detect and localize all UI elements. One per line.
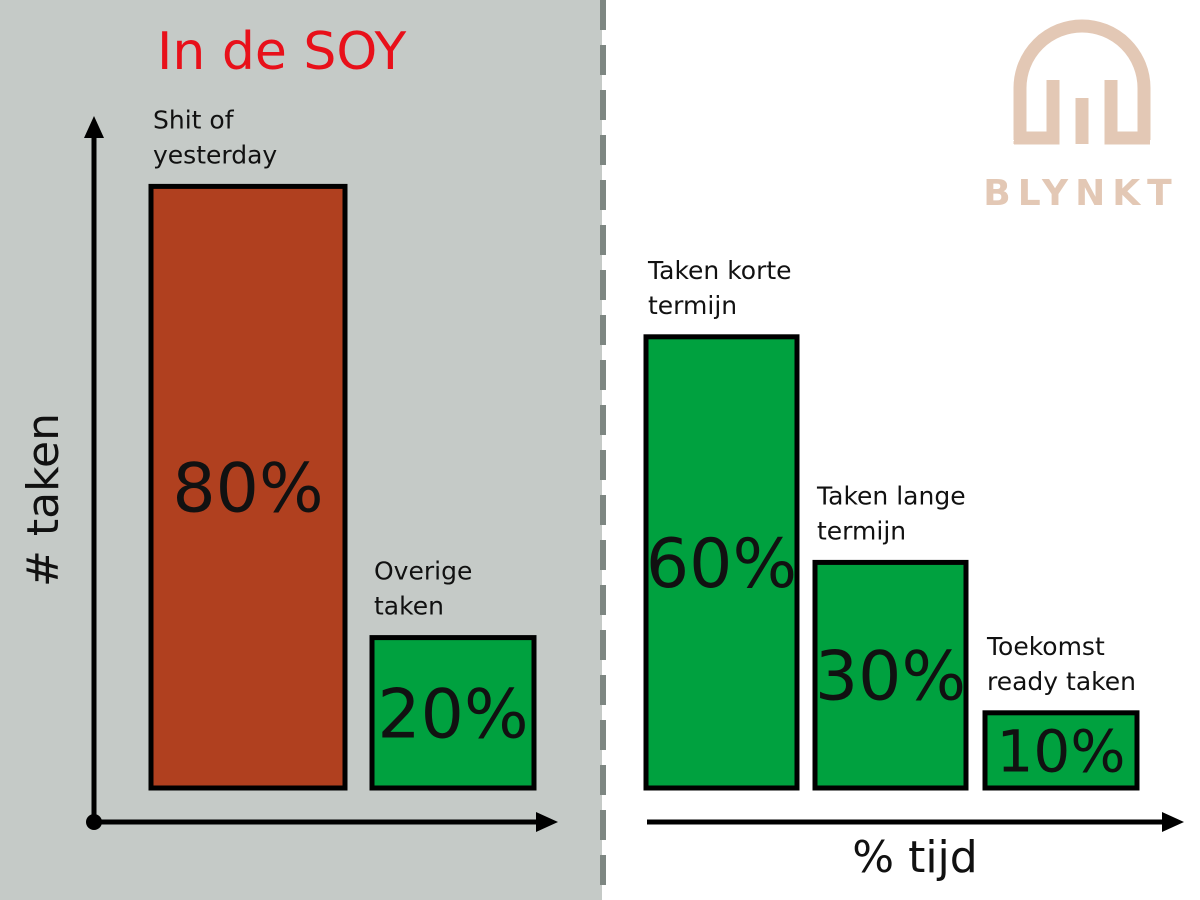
bar	[812, 559, 969, 791]
left-chart-title: In de SOY	[157, 22, 406, 82]
bar-category-label: ready taken	[987, 667, 1136, 696]
bar	[982, 710, 1140, 791]
right-x-axis-label: % tijd	[852, 832, 977, 883]
bar-category-label: Overige	[374, 557, 472, 586]
bar-category-label: yesterday	[153, 140, 277, 169]
bar	[369, 635, 537, 791]
left-y-axis-label: # taken	[18, 413, 69, 587]
left-x-axis	[86, 812, 558, 832]
bar-value-label: 30%	[815, 638, 966, 717]
bar-value-label: 80%	[172, 450, 323, 529]
right-bars: 60% Taken korte termijn 30% Taken lange termi…	[643, 256, 1140, 791]
bar-value-label: 10%	[997, 717, 1126, 785]
bar-category-label: termijn	[648, 291, 737, 320]
bar-category-label: Toekomst	[986, 632, 1105, 661]
right-x-axis	[647, 812, 1184, 832]
logo-text: BLYNKT	[983, 173, 1178, 214]
bar-category-label: termijn	[817, 516, 906, 545]
y-axis-arrow	[84, 116, 104, 138]
bar	[643, 334, 800, 791]
blynkt-logo: BLYNKT	[983, 19, 1178, 214]
bar	[148, 183, 348, 791]
left-y-axis	[84, 116, 104, 822]
bar-value-label: 60%	[646, 525, 797, 604]
x-axis-arrow	[536, 812, 558, 832]
bar-category-label: Shit of	[153, 105, 235, 134]
bar-category-label: Taken korte	[647, 256, 792, 285]
left-bars: 80% Shit of yesterday 20% Overige taken	[148, 105, 537, 791]
bar-category-label: taken	[374, 592, 444, 621]
bar-value-label: 20%	[377, 675, 528, 754]
x-axis-arrow	[1162, 812, 1184, 832]
axis-origin-dot	[86, 814, 102, 830]
bar-category-label: Taken lange	[816, 481, 966, 510]
